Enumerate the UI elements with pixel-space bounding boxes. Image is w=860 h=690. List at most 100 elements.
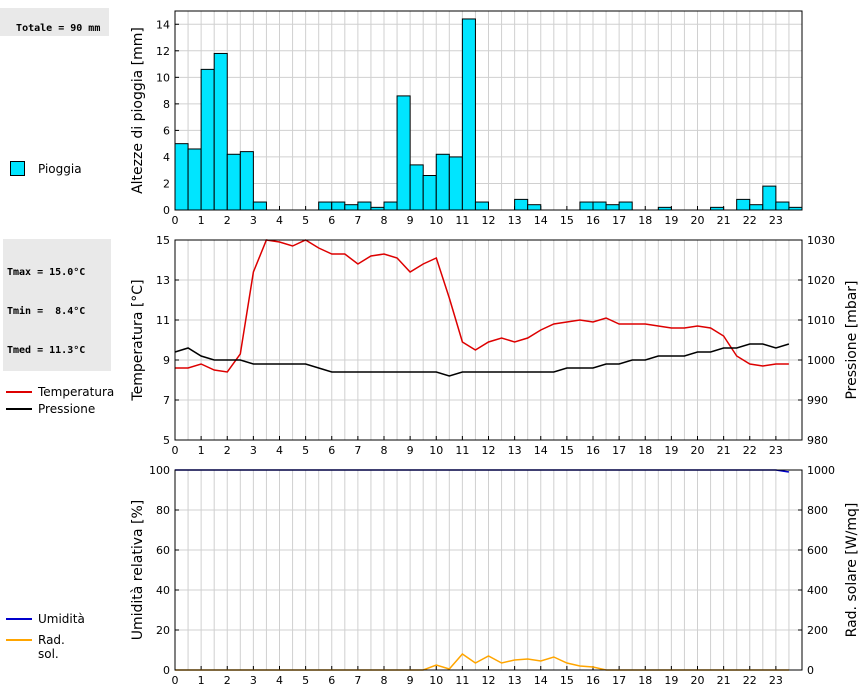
rain-bar bbox=[409, 164, 424, 211]
hum-xtick-label: 19 bbox=[664, 674, 678, 687]
hum-xtick-label: 20 bbox=[691, 674, 705, 687]
hum-xtick-label: 6 bbox=[328, 674, 335, 687]
rain-bar bbox=[775, 201, 790, 211]
rain-bar bbox=[357, 201, 372, 211]
rain-bar bbox=[461, 18, 476, 211]
temp-ytick-label: 5 bbox=[163, 434, 170, 447]
temp-xtick-label: 13 bbox=[508, 444, 522, 457]
rain-bar bbox=[344, 204, 359, 211]
temp-xtick-label: 10 bbox=[429, 444, 443, 457]
rain-xtick-label: 7 bbox=[354, 214, 361, 227]
hum-xtick-label: 18 bbox=[638, 674, 652, 687]
rain-bar bbox=[579, 201, 594, 211]
legend-rad-sol-label: Rad. sol. bbox=[38, 633, 65, 661]
rain-bar bbox=[736, 198, 751, 211]
rain-xtick-label: 16 bbox=[586, 214, 600, 227]
hum-xtick-label: 16 bbox=[586, 674, 600, 687]
rain-xtick-label: 11 bbox=[455, 214, 469, 227]
rain-bar bbox=[749, 204, 764, 211]
hum-ytick-label: 20 bbox=[156, 624, 170, 637]
rain-xtick-label: 22 bbox=[743, 214, 757, 227]
hum-xtick-label: 0 bbox=[172, 674, 179, 687]
rain-ytick-label: 4 bbox=[163, 151, 170, 164]
legend-temperatura-label: Temperatura bbox=[38, 385, 115, 399]
rain-xtick-label: 19 bbox=[664, 214, 678, 227]
hum-ytick-right-label: 1000 bbox=[807, 464, 835, 477]
hum-xtick-label: 5 bbox=[302, 674, 309, 687]
legend-rad-sol-swatch bbox=[6, 639, 32, 641]
rain-bar bbox=[200, 68, 215, 211]
temp-xtick-label: 7 bbox=[354, 444, 361, 457]
hum-ytick-label: 60 bbox=[156, 544, 170, 557]
rain-bar bbox=[762, 185, 777, 211]
temp-ylabel-right: Pressione [mbar] bbox=[844, 280, 860, 399]
hum-xtick-label: 23 bbox=[769, 674, 783, 687]
rain-bar bbox=[592, 201, 607, 211]
legend-pioggia-swatch bbox=[10, 161, 25, 176]
rain-xtick-label: 10 bbox=[429, 214, 443, 227]
rain-bar bbox=[226, 153, 241, 211]
temp-xtick-label: 8 bbox=[381, 444, 388, 457]
tmin-label: Tmin = 8.4°C bbox=[7, 306, 86, 317]
rain-bar bbox=[331, 201, 346, 211]
hum-xtick-label: 12 bbox=[482, 674, 496, 687]
hum-xtick-label: 11 bbox=[455, 674, 469, 687]
legend-pressione-label: Pressione bbox=[38, 402, 96, 416]
rain-total-label: Totale = 90 mm bbox=[16, 23, 101, 34]
rain-ylabel: Altezze di pioggia [mm] bbox=[130, 27, 146, 194]
legend-temperatura-swatch bbox=[6, 391, 32, 393]
hum-xtick-label: 21 bbox=[717, 674, 731, 687]
temp-plot-frame bbox=[174, 239, 803, 441]
hum-ytick-right-label: 600 bbox=[807, 544, 828, 557]
hum-ylabel-right: Rad. solare [W/mq] bbox=[844, 503, 860, 638]
rain-xtick-label: 14 bbox=[534, 214, 548, 227]
hum-xtick-label: 15 bbox=[560, 674, 574, 687]
legend-umidita-label: Umidità bbox=[38, 612, 85, 626]
rain-bar bbox=[239, 151, 254, 211]
temp-xtick-label: 12 bbox=[482, 444, 496, 457]
hum-xtick-label: 8 bbox=[381, 674, 388, 687]
hum-xtick-label: 17 bbox=[612, 674, 626, 687]
temp-ytick-right-label: 1020 bbox=[807, 274, 835, 287]
temp-ytick-label: 7 bbox=[163, 394, 170, 407]
rain-xtick-label: 18 bbox=[638, 214, 652, 227]
hum-ytick-right-label: 400 bbox=[807, 584, 828, 597]
rain-ytick-label: 14 bbox=[156, 18, 170, 31]
rain-ytick-label: 0 bbox=[163, 204, 170, 217]
temp-xtick-label: 19 bbox=[664, 444, 678, 457]
hum-ytick-label: 100 bbox=[149, 464, 170, 477]
temp-ytick-right-label: 1010 bbox=[807, 314, 835, 327]
rain-xtick-label: 9 bbox=[407, 214, 414, 227]
hum-ytick-right-label: 800 bbox=[807, 504, 828, 517]
rain-bar bbox=[396, 95, 411, 211]
temp-ytick-label: 13 bbox=[156, 274, 170, 287]
hum-series-rad-sol--line bbox=[175, 653, 789, 671]
temp-ytick-right-label: 1030 bbox=[807, 234, 835, 247]
temp-ytick-label: 11 bbox=[156, 314, 170, 327]
tmed-label: Tmed = 11.3°C bbox=[7, 345, 86, 356]
rain-bar bbox=[605, 204, 620, 211]
hum-xtick-label: 4 bbox=[276, 674, 283, 687]
temp-xtick-label: 4 bbox=[276, 444, 283, 457]
rain-bar bbox=[213, 52, 228, 211]
rain-ytick-label: 12 bbox=[156, 45, 170, 58]
rain-bar bbox=[422, 175, 437, 211]
temp-ytick-label: 9 bbox=[163, 354, 170, 367]
rain-bar bbox=[383, 201, 398, 211]
rain-bar bbox=[474, 201, 489, 211]
rain-xtick-label: 8 bbox=[381, 214, 388, 227]
temp-xtick-label: 11 bbox=[455, 444, 469, 457]
rain-xtick-label: 0 bbox=[172, 214, 179, 227]
rain-xtick-label: 17 bbox=[612, 214, 626, 227]
temp-ytick-label: 15 bbox=[156, 234, 170, 247]
rain-xtick-label: 21 bbox=[717, 214, 731, 227]
temp-xtick-label: 3 bbox=[250, 444, 257, 457]
hum-ytick-label: 40 bbox=[156, 584, 170, 597]
temp-xtick-label: 14 bbox=[534, 444, 548, 457]
temp-series-temperatura-line bbox=[175, 239, 789, 373]
rain-ytick-label: 6 bbox=[163, 124, 170, 137]
temp-xtick-label: 2 bbox=[224, 444, 231, 457]
hum-xtick-label: 13 bbox=[508, 674, 522, 687]
hum-xtick-label: 7 bbox=[354, 674, 361, 687]
rain-xtick-label: 23 bbox=[769, 214, 783, 227]
